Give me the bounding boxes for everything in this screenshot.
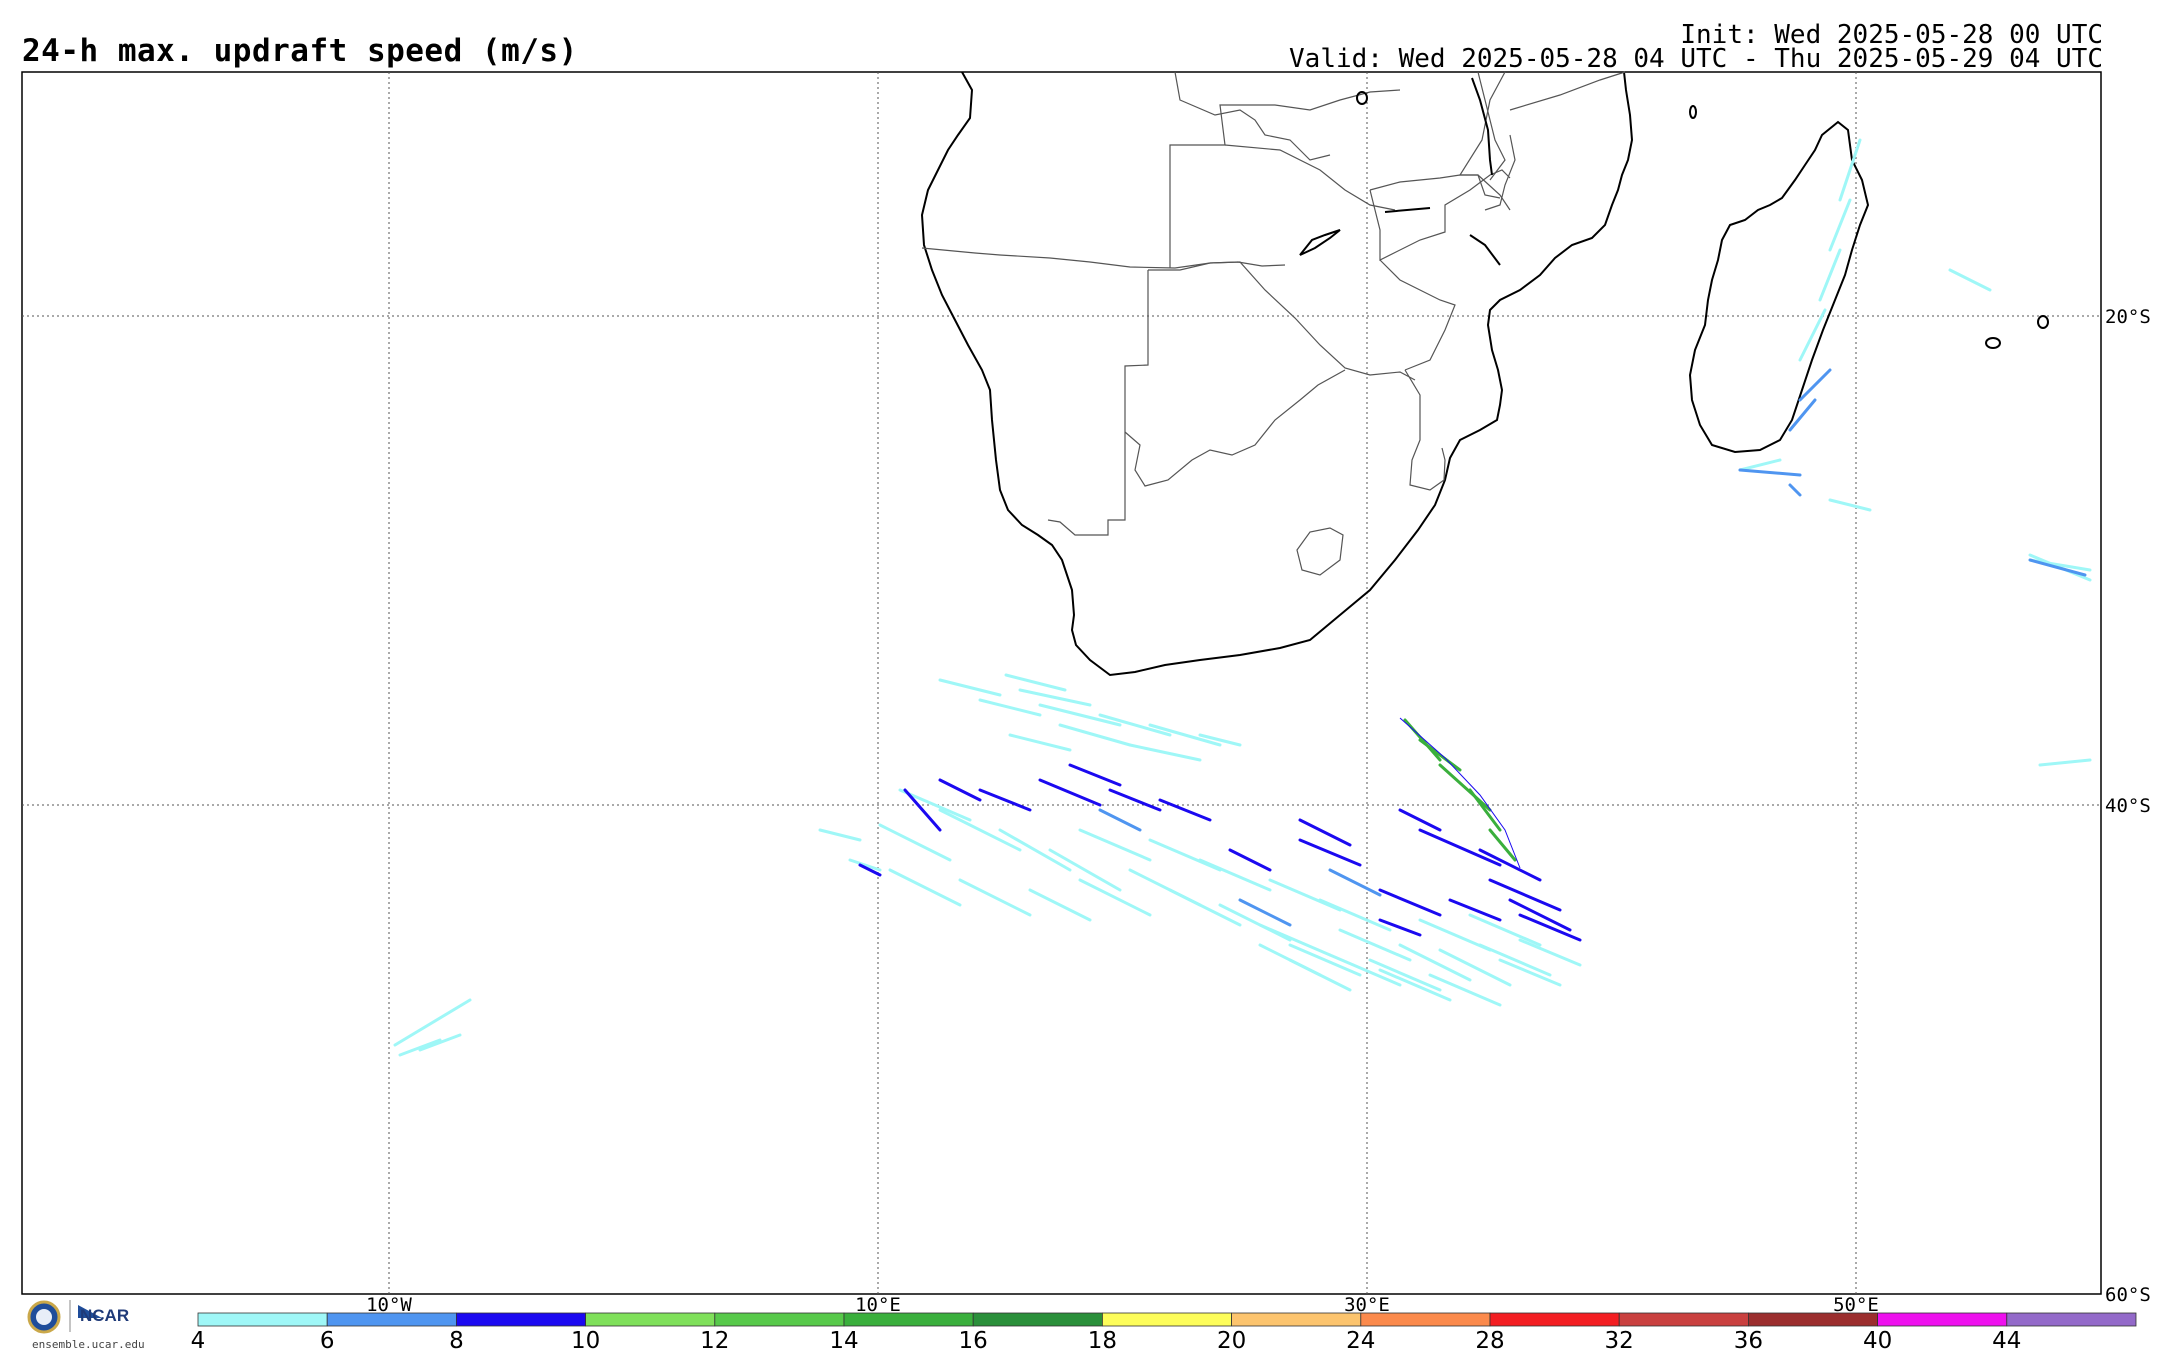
colorbar-swatch	[1618, 1312, 1749, 1327]
lon-label-30e: 30°E	[1344, 1294, 1390, 1316]
colorbar-swatch	[1102, 1312, 1233, 1327]
colorbar-swatch	[1877, 1312, 2008, 1327]
colorbar-swatch	[1231, 1312, 1362, 1327]
colorbar-swatch	[455, 1312, 586, 1327]
colorbar-tick-label: 28	[1475, 1328, 1505, 1354]
colorbar-tick-label: 40	[1862, 1328, 1893, 1354]
lon-label-50e: 50°E	[1833, 1294, 1879, 1316]
colorbar-tick-label: 14	[829, 1328, 859, 1354]
colorbar-swatch	[714, 1312, 845, 1327]
colorbar-tick-label: 8	[449, 1328, 464, 1354]
map-title: 24-h max. updraft speed (m/s)	[22, 33, 578, 69]
site-url: ensemble.ucar.edu	[32, 1338, 145, 1351]
colorbar-tick-label: 16	[958, 1328, 988, 1354]
lat-label-60s: 60°S	[2105, 1284, 2151, 1306]
colorbar-swatch	[2006, 1312, 2137, 1327]
lakes	[1299, 77, 1501, 266]
colorbar-tick-label: 10	[570, 1328, 601, 1354]
colorbar-tick-label: 20	[1216, 1328, 1247, 1354]
lat-label-20s: 20°S	[2105, 306, 2151, 328]
lon-label-10w: 10°W	[366, 1294, 412, 1316]
updraft-field-strong	[858, 763, 1582, 942]
colorbar-swatch	[326, 1312, 457, 1327]
colorbar-tick-label: 24	[1346, 1328, 1376, 1354]
updraft-field-medium	[1098, 368, 2087, 927]
init-time: Init: Wed 2025-05-28 00 UTC	[1680, 20, 2103, 50]
updraft-field-green-outline	[1399, 717, 1521, 869]
lon-label-10e: 10°E	[855, 1294, 901, 1316]
colorbar-swatch	[1360, 1312, 1491, 1327]
lat-label-40s: 40°S	[2105, 795, 2151, 817]
ncar-logo: NCAR	[80, 1306, 130, 1325]
colorbar-tick-label: 18	[1087, 1328, 1118, 1354]
map-frame	[21, 71, 2102, 1295]
updraft-field-green	[1403, 718, 1517, 862]
colorbar	[197, 1312, 2137, 1327]
colorbar-tick-label: 12	[700, 1328, 730, 1354]
graticule	[22, 72, 2101, 1294]
colorbar-swatch	[1748, 1312, 1879, 1327]
colorbar-tick-label: 44	[1992, 1328, 2022, 1354]
colorbar-tick-label: 36	[1733, 1328, 1764, 1354]
colorbar-swatch	[972, 1312, 1103, 1327]
madagascar-coastline	[1688, 120, 1870, 454]
colorbar-swatch	[197, 1312, 328, 1327]
colorbar-swatch	[585, 1312, 716, 1327]
updraft-field-light	[393, 138, 2092, 1057]
small-islands	[1356, 91, 2049, 349]
valid-time: Valid: Wed 2025-05-28 04 UTC - Thu 2025-…	[1289, 44, 2103, 74]
country-borders	[921, 71, 1626, 576]
colorbar-tick-label: 6	[319, 1328, 335, 1354]
colorbar-swatch	[1489, 1312, 1620, 1327]
africa-coastline	[920, 71, 1634, 677]
nsf-seal-icon	[27, 1300, 102, 1334]
colorbar-swatch	[843, 1312, 974, 1327]
colorbar-tick-label: 32	[1604, 1328, 1634, 1354]
colorbar-tick-label: 4	[190, 1328, 206, 1354]
